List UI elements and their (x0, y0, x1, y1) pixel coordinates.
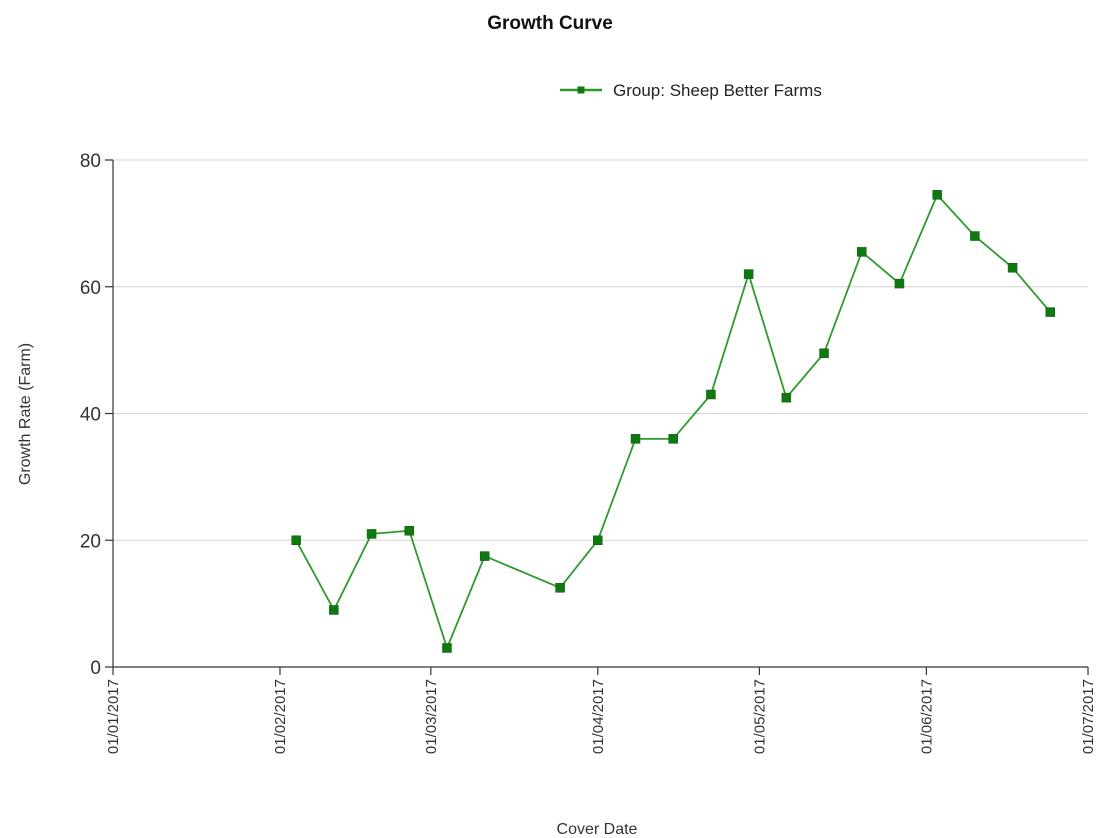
x-tick-label: 01/05/2017 (751, 679, 768, 754)
data-point-marker (781, 392, 792, 403)
data-point-marker (593, 535, 603, 545)
y-tick-label: 40 (80, 405, 101, 426)
data-point-marker (630, 434, 641, 444)
data-point-marker (479, 551, 490, 561)
gridlines (113, 159, 1088, 541)
data-point-marker (894, 278, 905, 289)
y-tick-label: 20 (80, 531, 101, 552)
data-point-marker (970, 231, 980, 241)
legend: Group: Sheep Better Farms (560, 81, 822, 100)
chart-title: Growth Curve (487, 13, 613, 34)
data-point-marker (932, 190, 942, 200)
y-tick-label: 80 (80, 151, 101, 172)
series-line (295, 193, 1051, 651)
x-tick-label: 01/06/2017 (918, 679, 935, 754)
x-tick-label: 01/04/2017 (590, 679, 607, 754)
data-point-marker (819, 348, 829, 359)
data-point-marker (329, 605, 339, 615)
data-point-marker (1045, 307, 1056, 317)
data-point-marker (442, 643, 452, 653)
data-point-marker (706, 389, 716, 400)
data-point-marker (404, 525, 415, 536)
x-tick-label: 01/07/2017 (1080, 679, 1097, 754)
data-point-marker (668, 434, 678, 444)
data-point-marker (555, 583, 565, 593)
x-axis-label: Cover Date (557, 821, 638, 838)
x-tick-label: 01/03/2017 (423, 679, 440, 754)
data-point-marker (291, 535, 301, 545)
x-tick-label: 01/02/2017 (272, 679, 289, 754)
data-point-marker (743, 269, 754, 279)
y-tick-label: 0 (90, 658, 101, 679)
data-point-marker (366, 529, 377, 539)
x-tick-label: 01/01/2017 (105, 679, 122, 754)
y-axis-ticks: 0 20 40 60 80 (80, 151, 113, 679)
data-point-marker (1007, 262, 1018, 273)
x-axis-ticks: 01/01/2017 01/02/2017 01/03/2017 01/04/2017… (105, 667, 1097, 754)
legend-marker-icon (577, 86, 585, 94)
data-point-marker (857, 247, 867, 257)
series (291, 190, 1056, 653)
y-tick-label: 60 (80, 278, 101, 299)
y-axis-label: Growth Rate (Farm) (17, 343, 34, 485)
legend-label: Group: Sheep Better Farms (613, 81, 822, 100)
